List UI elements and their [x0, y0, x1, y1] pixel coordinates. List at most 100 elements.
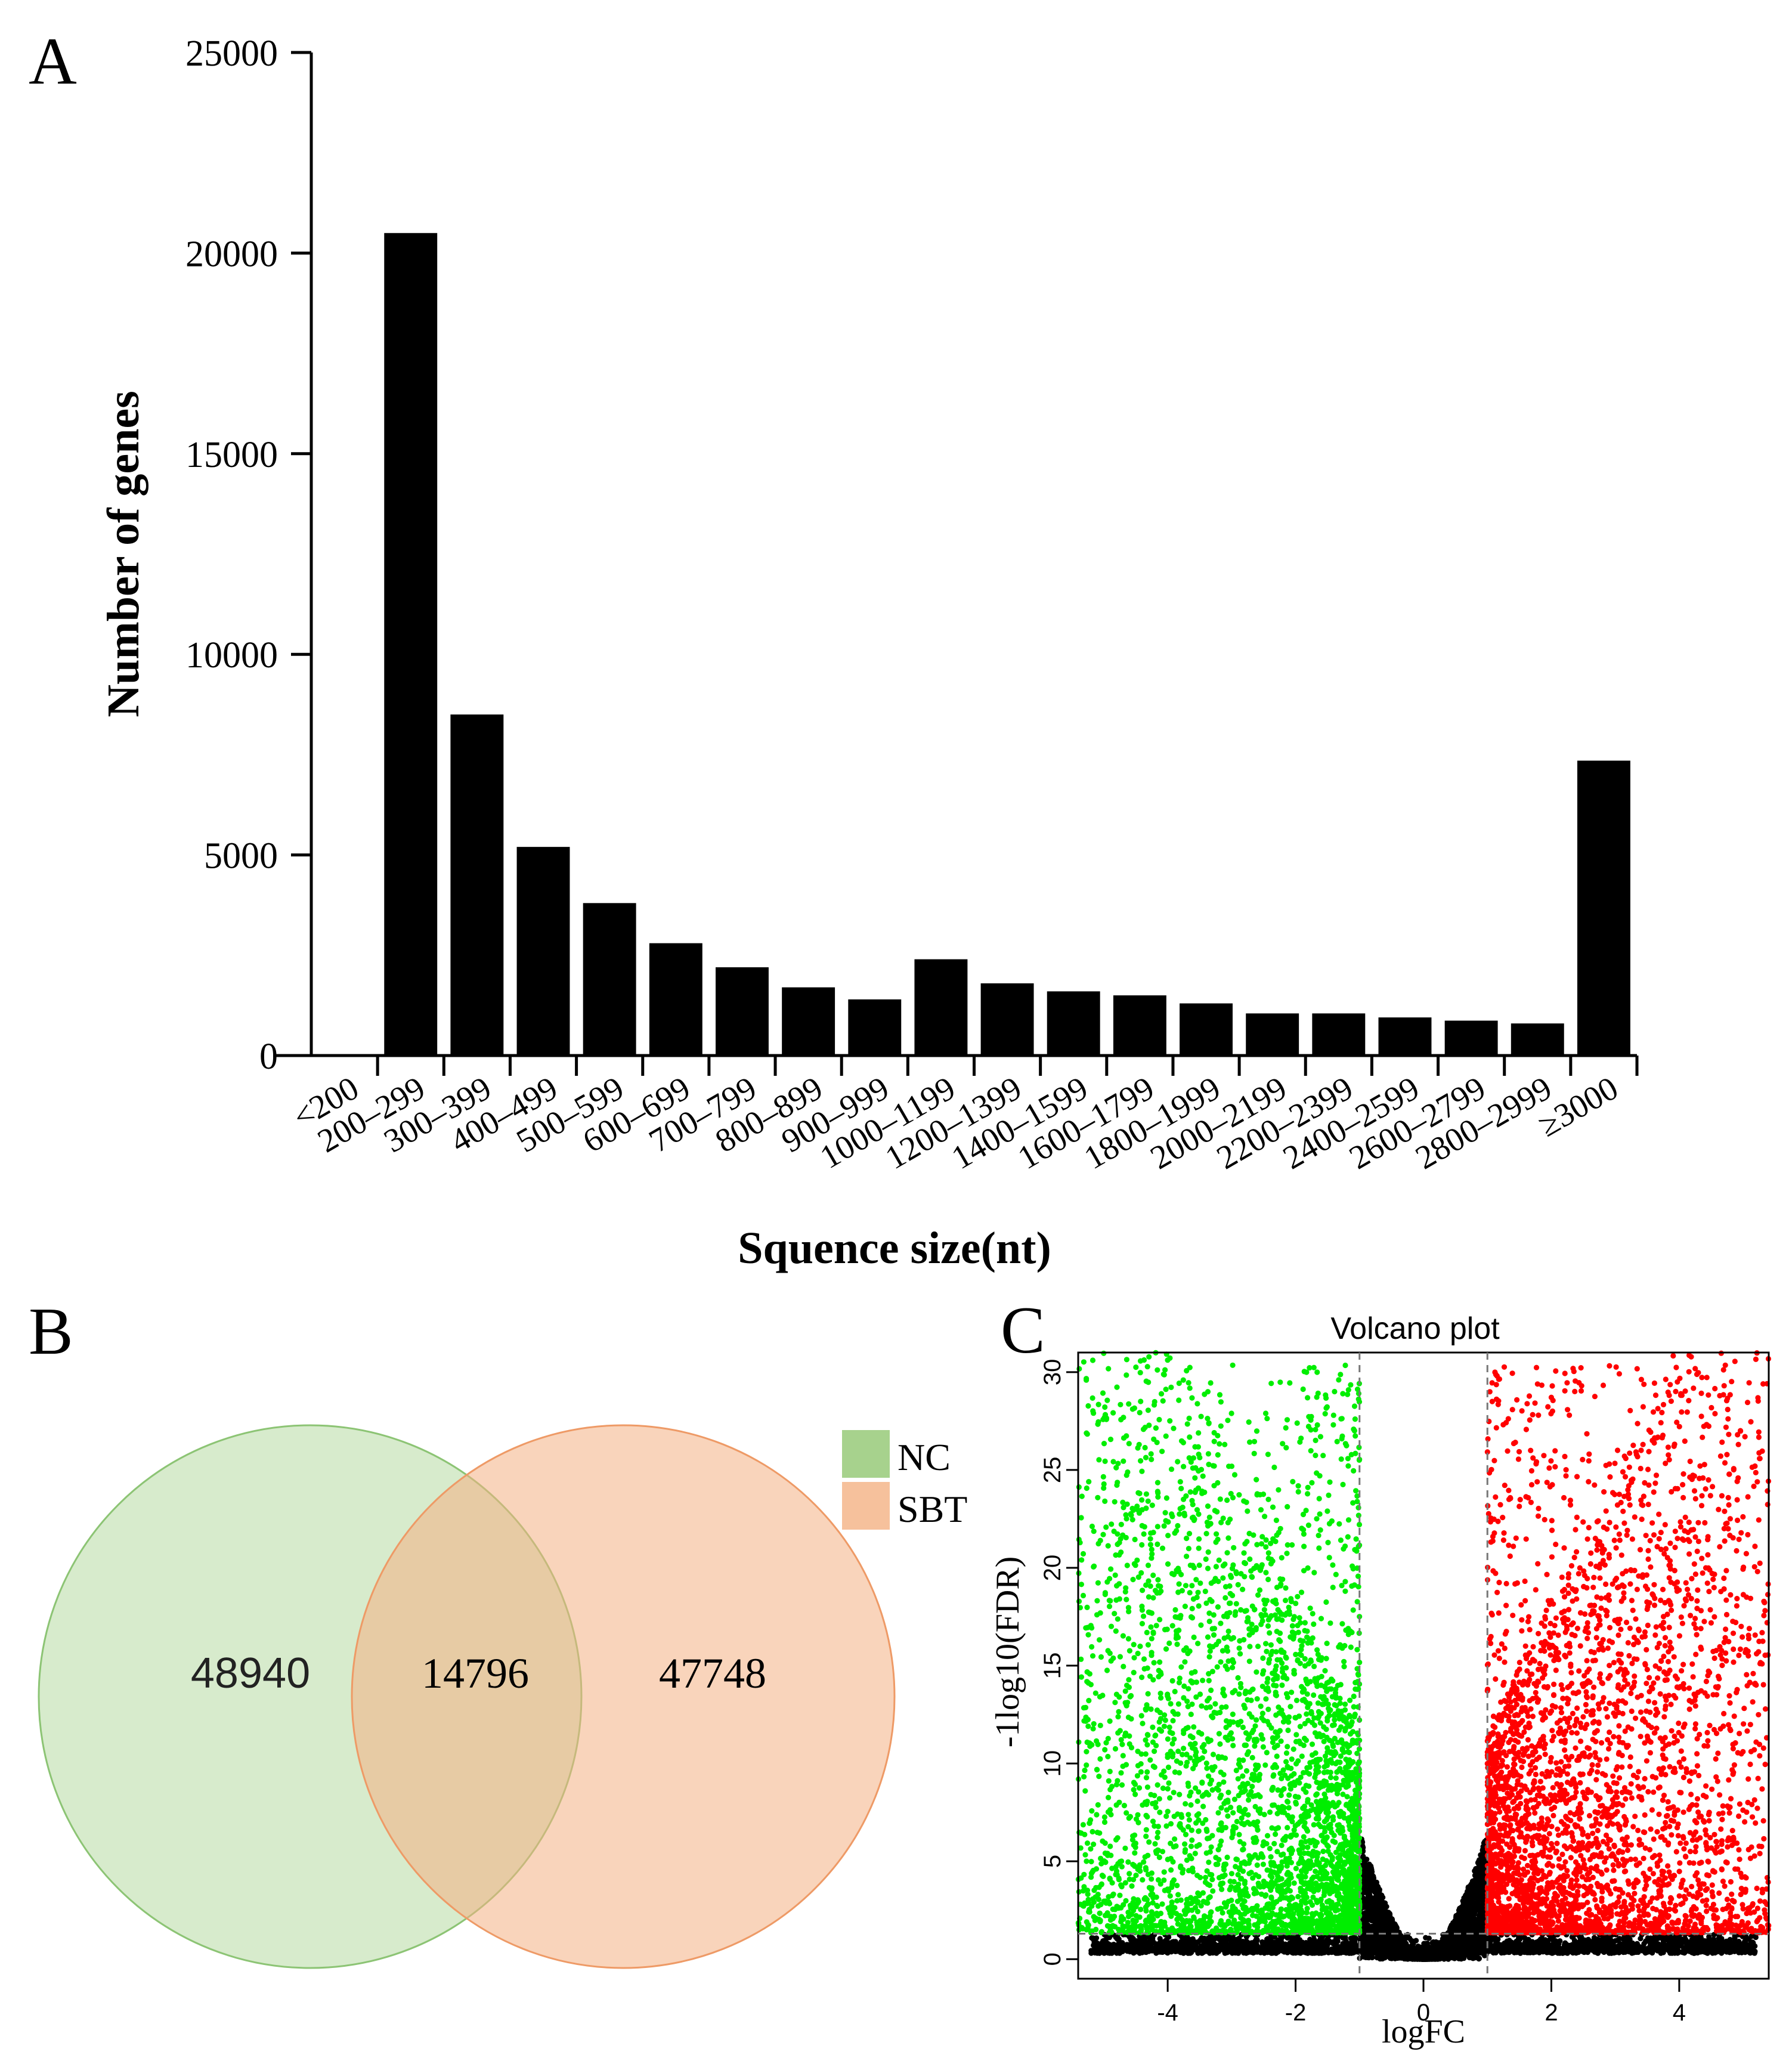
- bar: [914, 959, 968, 1056]
- point-not-significant: [1714, 1944, 1720, 1949]
- point-not-significant: [1168, 1944, 1174, 1950]
- point-not-significant: [1369, 1869, 1375, 1875]
- point-not-significant: [1144, 1942, 1150, 1948]
- volcano-title: Volcano plot: [1330, 1311, 1500, 1346]
- point-not-significant: [1529, 1949, 1535, 1955]
- point-not-significant: [1307, 1948, 1313, 1954]
- point-not-significant: [1098, 1946, 1104, 1952]
- point-not-significant: [1520, 1943, 1526, 1949]
- point-not-significant: [1506, 1938, 1512, 1944]
- point-not-significant: [1586, 1948, 1592, 1954]
- y-tick-label: 10000: [185, 635, 278, 676]
- point-not-significant: [1506, 1944, 1512, 1949]
- point-not-significant: [1228, 1938, 1234, 1944]
- point-not-significant: [1524, 1939, 1530, 1945]
- point-not-significant: [1313, 1943, 1319, 1949]
- point-not-significant: [1335, 1938, 1341, 1944]
- point-not-significant: [1363, 1920, 1369, 1926]
- point-not-significant: [1243, 1938, 1249, 1944]
- bar: [716, 967, 769, 1056]
- point-not-significant: [1691, 1942, 1698, 1948]
- point-not-significant: [1591, 1935, 1597, 1941]
- point-not-significant: [1513, 1944, 1519, 1949]
- point-not-significant: [1596, 1944, 1602, 1949]
- point-not-significant: [1672, 1941, 1678, 1946]
- point-not-significant: [1475, 1880, 1481, 1886]
- point-not-significant: [1572, 1946, 1578, 1952]
- point-not-significant: [1562, 1949, 1568, 1955]
- point-not-significant: [1704, 1938, 1711, 1944]
- point-not-significant: [1261, 1948, 1267, 1954]
- point-not-significant: [1307, 1939, 1313, 1946]
- point-not-significant: [1361, 1878, 1367, 1884]
- point-not-significant: [1233, 1943, 1239, 1949]
- point-not-significant: [1603, 1946, 1609, 1952]
- point-not-significant: [1626, 1945, 1632, 1951]
- bar: [1511, 1023, 1564, 1056]
- point-not-significant: [1380, 1916, 1386, 1922]
- point-not-significant: [1540, 1939, 1546, 1945]
- point-not-significant: [1129, 1942, 1135, 1948]
- point-not-significant: [1452, 1920, 1458, 1926]
- point-not-significant: [1455, 1913, 1462, 1919]
- point-not-significant: [1666, 1943, 1672, 1949]
- point-not-significant: [1537, 1946, 1543, 1952]
- point-not-significant: [1373, 1911, 1379, 1918]
- y-tick-label: 20000: [185, 234, 278, 274]
- point-not-significant: [1732, 1942, 1738, 1948]
- bar: [1047, 991, 1100, 1056]
- point-not-significant: [1157, 1946, 1163, 1952]
- point-not-significant: [1417, 1944, 1423, 1950]
- point-not-significant: [1533, 1941, 1539, 1946]
- point-not-significant: [1363, 1864, 1369, 1870]
- point-not-significant: [1638, 1936, 1644, 1942]
- point-not-significant: [1732, 1935, 1738, 1941]
- venn-count-nc-only: 48940: [191, 1650, 310, 1697]
- point-not-significant: [1109, 1950, 1115, 1956]
- point-not-significant: [1299, 1939, 1305, 1945]
- point-not-significant: [1190, 1936, 1196, 1942]
- point-not-significant: [1636, 1947, 1642, 1953]
- point-not-significant: [1727, 1936, 1733, 1943]
- point-not-significant: [1475, 1874, 1481, 1880]
- point-not-significant: [1751, 1950, 1757, 1956]
- point-not-significant: [1407, 1935, 1413, 1941]
- point-not-significant: [1500, 1944, 1506, 1949]
- point-not-significant: [1137, 1946, 1143, 1952]
- legend-label-nc: NC: [897, 1436, 951, 1478]
- point-not-significant: [1319, 1940, 1325, 1946]
- y-tick-label: 0: [259, 1036, 278, 1077]
- point-not-significant: [1697, 1935, 1703, 1941]
- bar: [384, 233, 438, 1056]
- point-not-significant: [1546, 1949, 1552, 1955]
- point-not-significant: [1392, 1953, 1398, 1959]
- bar: [848, 999, 902, 1056]
- point-not-significant: [1111, 1944, 1117, 1950]
- venn-legend: NC SBT: [842, 1430, 967, 1530]
- point-not-significant: [1337, 1948, 1343, 1954]
- point-not-significant: [1215, 1946, 1221, 1952]
- point-not-significant: [1172, 1941, 1178, 1946]
- point-not-significant: [1263, 1939, 1269, 1945]
- point-not-significant: [1474, 1947, 1480, 1953]
- bar: [1378, 1017, 1432, 1056]
- point-not-significant: [1645, 1935, 1651, 1941]
- point-not-significant: [1578, 1948, 1584, 1954]
- point-not-significant: [1655, 1948, 1661, 1954]
- point-not-significant: [1477, 1907, 1482, 1913]
- point-not-significant: [1185, 1949, 1191, 1955]
- point-not-significant: [1739, 1949, 1745, 1955]
- point-not-significant: [1370, 1916, 1376, 1922]
- point-not-significant: [1174, 1948, 1180, 1954]
- point-not-significant: [1116, 1950, 1122, 1956]
- bar: [450, 714, 504, 1056]
- bar: [1444, 1020, 1498, 1056]
- point-not-significant: [1149, 1934, 1155, 1940]
- point-not-significant: [1234, 1950, 1240, 1956]
- point-not-significant: [1377, 1956, 1383, 1962]
- point-not-significant: [1515, 1938, 1521, 1944]
- point-not-significant: [1717, 1938, 1723, 1944]
